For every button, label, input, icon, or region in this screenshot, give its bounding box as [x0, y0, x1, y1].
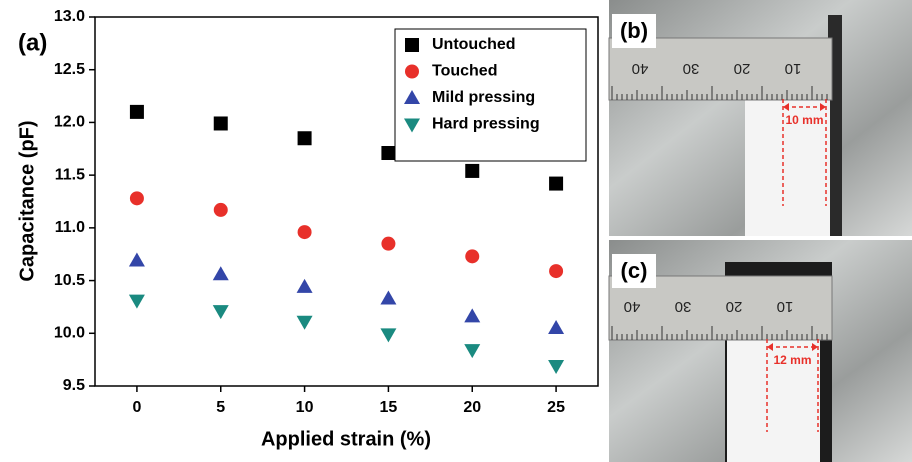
data-point	[465, 163, 480, 178]
ruler	[608, 37, 833, 101]
ruler-number: 40	[624, 298, 641, 315]
x-tick-label: 25	[547, 399, 565, 416]
ruler-number: 30	[675, 298, 692, 315]
data-point	[213, 116, 228, 131]
legend-label: Untouched	[432, 36, 516, 53]
data-point	[296, 315, 313, 330]
panel-label: (a)	[18, 29, 47, 56]
data-point	[464, 344, 481, 359]
arrow-head	[767, 343, 773, 351]
legend-label: Hard pressing	[432, 116, 540, 133]
y-tick-label: 10.0	[54, 325, 85, 342]
data-point	[380, 290, 397, 305]
marker-square	[405, 38, 419, 52]
photos: 40 30 20 10 10 mm (b) 40 30 20 10 12 mm (c)	[608, 0, 912, 462]
y-axis-label: Capacitance (pF)	[16, 120, 38, 281]
y-tick-label: 13.0	[54, 8, 85, 25]
data-point	[128, 252, 145, 267]
data-point	[464, 308, 481, 323]
legend-label: Touched	[432, 63, 497, 80]
arrow-head	[820, 103, 826, 111]
label-bg	[612, 254, 656, 288]
ruler-number: 40	[632, 60, 649, 77]
x-axis-label: Applied strain (%)	[261, 428, 431, 450]
data-point	[380, 328, 397, 343]
data-point	[465, 249, 480, 264]
marker-circle	[405, 64, 419, 79]
data-point	[212, 266, 229, 281]
data-point	[381, 146, 396, 161]
white-strip	[727, 340, 820, 462]
y-tick-label: 11.0	[55, 219, 85, 236]
ruler-number: 20	[734, 60, 751, 77]
marker-triangle-up	[404, 90, 420, 104]
x-tick-label: 10	[296, 399, 314, 416]
data-point	[129, 104, 144, 119]
marker-triangle-down	[404, 118, 420, 133]
data-point	[129, 191, 144, 206]
label-bg	[612, 14, 656, 48]
data-point	[548, 359, 565, 374]
data-point	[549, 176, 564, 191]
data-point	[381, 236, 396, 251]
white-strip	[745, 100, 830, 236]
x-tick-label: 5	[216, 399, 225, 416]
x-tick-label: 15	[380, 399, 398, 416]
ruler-number: 20	[726, 298, 743, 315]
data-point	[548, 320, 565, 335]
legend-label: Mild pressing	[432, 89, 535, 106]
data-point	[297, 225, 312, 240]
data-point	[128, 294, 145, 309]
measure-label: 10 mm	[785, 113, 823, 127]
ruler-number: 10	[777, 298, 794, 315]
y-tick-label: 10.5	[54, 272, 85, 289]
data-point	[297, 131, 312, 146]
y-tick-label: 11.5	[55, 166, 85, 183]
y-tick-label: 12.0	[54, 114, 85, 131]
data-point	[212, 305, 229, 320]
plot-frame	[94, 16, 599, 387]
arrow-head	[783, 103, 789, 111]
ruler-number: 30	[683, 60, 700, 77]
data-point	[296, 278, 313, 293]
panel-label: (c)	[621, 258, 648, 283]
y-tick-label: 12.5	[54, 61, 85, 78]
y-tick-label: 9.5	[63, 377, 85, 394]
arrow-head	[812, 343, 818, 351]
measure-label: 12 mm	[773, 353, 811, 367]
x-tick-label: 20	[463, 399, 481, 416]
data-point	[213, 202, 228, 217]
data-point	[549, 264, 564, 279]
legend-box	[394, 28, 587, 162]
panel-label: (b)	[620, 18, 648, 43]
ruler-number: 10	[785, 60, 802, 77]
x-tick-label: 0	[132, 399, 141, 416]
